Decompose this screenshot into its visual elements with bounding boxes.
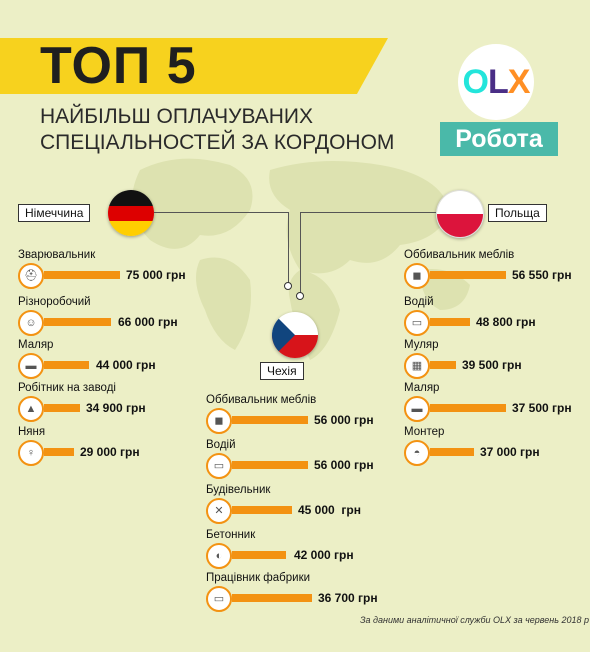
olx-logo <box>458 44 534 120</box>
czech-flag-icon <box>272 312 318 358</box>
salary-value: 39 500 грн <box>462 358 522 372</box>
source-footnote: За даними аналітичної служби OLX за черв… <box>360 615 590 625</box>
salary-value: 42 000 грн <box>294 548 354 562</box>
salary-bar <box>44 404 80 412</box>
logo-letter-l: L <box>487 63 509 101</box>
job-name: Водій <box>206 439 236 451</box>
job-name: Оббивальник меблів <box>206 394 317 406</box>
connector-line-poland <box>300 212 436 213</box>
salary-value: 37 500 грн <box>512 401 572 415</box>
germany-flag-icon <box>108 190 154 236</box>
salary-bar <box>44 318 111 326</box>
factory-icon: ▲ <box>18 396 44 422</box>
salary-value: 36 700 грн <box>318 591 378 605</box>
salary-value: 66 000 грн <box>118 315 178 329</box>
czech-label: Чехія <box>260 362 304 380</box>
car-icon: ▭ <box>206 453 232 479</box>
salary-bar <box>232 594 312 602</box>
job-name: Зварювальник <box>18 249 96 261</box>
subtitle-line-2: СПЕЦІАЛЬНОСТЕЙ ЗА КОРДОНОМ <box>40 131 395 154</box>
job-name: Водій <box>404 296 434 308</box>
connector-line-germany-vertical <box>288 212 289 284</box>
world-map-background <box>132 158 470 360</box>
page-subtitle: НАЙБІЛЬШ ОПЛАЧУВАНИХ СПЕЦІАЛЬНОСТЕЙ ЗА К… <box>40 104 420 156</box>
connector-line-poland-vertical <box>300 212 301 294</box>
salary-bar <box>232 551 286 559</box>
job-name: Працівник фабрики <box>206 572 311 584</box>
paint-roller-icon: ▬ <box>404 396 430 422</box>
poland-flag-icon <box>436 190 484 238</box>
bricks-icon: ▦ <box>404 353 430 379</box>
czech-flag-shape <box>272 312 318 358</box>
salary-bar <box>44 361 89 369</box>
salary-value: 56 000 грн <box>314 413 374 427</box>
salary-bar <box>430 271 506 279</box>
job-name: Робітник на заводі <box>18 382 116 394</box>
job-name: Оббивальник меблів <box>404 249 515 261</box>
concrete-mixer-icon: ◐ <box>206 543 232 569</box>
logo-letter-x: X <box>507 63 531 101</box>
germany-label: Німеччина <box>18 204 91 222</box>
salary-value: 48 800 грн <box>476 315 536 329</box>
salary-value: 45 000 грн <box>298 503 361 517</box>
salary-bar <box>232 506 292 514</box>
welder-icon: ⛑ <box>18 263 44 289</box>
job-name: Будівельник <box>206 484 271 496</box>
logo-letter-o: O <box>462 63 489 101</box>
paint-roller-icon: ▬ <box>18 353 44 379</box>
connector-line-germany <box>154 212 288 213</box>
job-name: Маляр <box>404 382 440 394</box>
salary-value: 75 000 грн <box>126 268 186 282</box>
connector-dot <box>284 282 292 290</box>
hard-hat-icon: ◓ <box>404 440 430 466</box>
job-name: Монтер <box>404 426 445 438</box>
tools-icon: ✕ <box>206 498 232 524</box>
title-banner <box>0 38 388 94</box>
car-icon: ▭ <box>404 310 430 336</box>
salary-value: 56 550 грн <box>512 268 572 282</box>
worker-icon: ☺ <box>18 310 44 336</box>
upholsterer-icon: ◼ <box>404 263 430 289</box>
page-title: ТОП 5 <box>40 37 197 95</box>
salary-value: 37 000 грн <box>480 445 540 459</box>
robota-badge: Робота <box>440 122 558 156</box>
salary-bar <box>430 318 470 326</box>
salary-value: 44 000 грн <box>96 358 156 372</box>
upholsterer-icon: ◼ <box>206 408 232 434</box>
salary-bar <box>232 416 308 424</box>
salary-bar <box>44 448 74 456</box>
job-name: Різноробочий <box>18 296 91 308</box>
salary-bar <box>44 271 120 279</box>
salary-value: 34 900 грн <box>86 401 146 415</box>
connector-dot <box>296 292 304 300</box>
job-name: Маляр <box>18 339 54 351</box>
nanny-icon: ♀ <box>18 440 44 466</box>
subtitle-line-1: НАЙБІЛЬШ ОПЛАЧУВАНИХ <box>40 105 314 128</box>
job-name: Няня <box>18 426 46 438</box>
job-name: Бетонник <box>206 529 256 541</box>
conveyor-icon: ▭ <box>206 586 232 612</box>
salary-bar <box>430 361 456 369</box>
salary-value: 56 000 грн <box>314 458 374 472</box>
salary-bar <box>430 404 506 412</box>
olx-logo-text: OLX <box>458 62 534 102</box>
salary-bar <box>430 448 474 456</box>
salary-bar <box>232 461 308 469</box>
salary-value: 29 000 грн <box>80 445 140 459</box>
job-name: Муляр <box>404 339 439 351</box>
poland-label: Польща <box>488 204 547 222</box>
